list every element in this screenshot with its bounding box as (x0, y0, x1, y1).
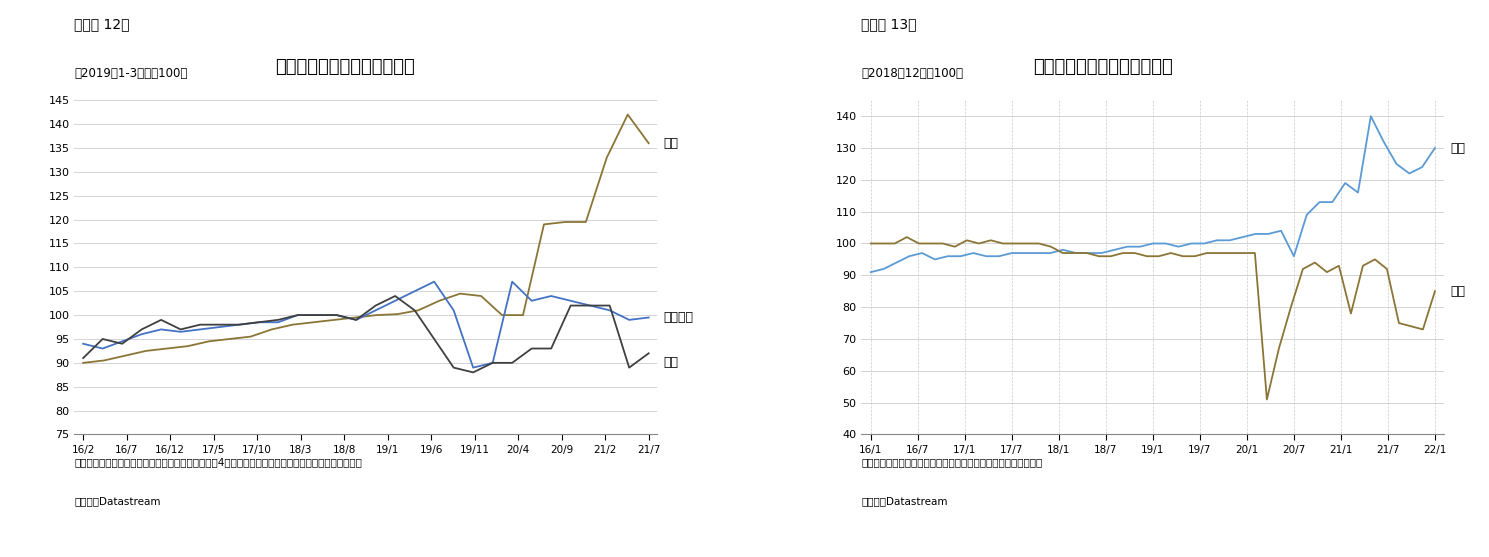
Text: 米国: 米国 (663, 136, 677, 150)
Text: （2019年1-3月期＝100）: （2019年1-3月期＝100） (74, 67, 188, 80)
Text: 日米欧の耗久財への消費支出: 日米欧の耗久財への消費支出 (275, 58, 415, 76)
Text: （図表 12）: （図表 12） (74, 17, 130, 31)
Text: 台数: 台数 (1450, 285, 1465, 298)
Text: （2018年12月＝100）: （2018年12月＝100） (862, 67, 963, 80)
Text: 日本: 日本 (663, 356, 677, 369)
Text: ユーロ圈: ユーロ圈 (663, 311, 694, 324)
Text: （資料）Datastream: （資料）Datastream (74, 496, 161, 506)
Text: （資料）Datastream: （資料）Datastream (862, 496, 948, 506)
Text: （図表 13）: （図表 13） (862, 17, 917, 31)
Text: 米国の自動車販売台数と金額: 米国の自動車販売台数と金額 (1033, 58, 1172, 76)
Text: 金額: 金額 (1450, 141, 1465, 154)
Text: （注）いずれも名目の季節調整値、ユーロ圈は主要4か国（ドイツ・フランス・イタリア・スペイン）: （注）いずれも名目の季節調整値、ユーロ圈は主要4か国（ドイツ・フランス・イタリア… (74, 457, 362, 467)
Text: （注）季節調整値を指数化、自動車販売金額は小売売上高の内数: （注）季節調整値を指数化、自動車販売金額は小売売上高の内数 (862, 457, 1042, 467)
